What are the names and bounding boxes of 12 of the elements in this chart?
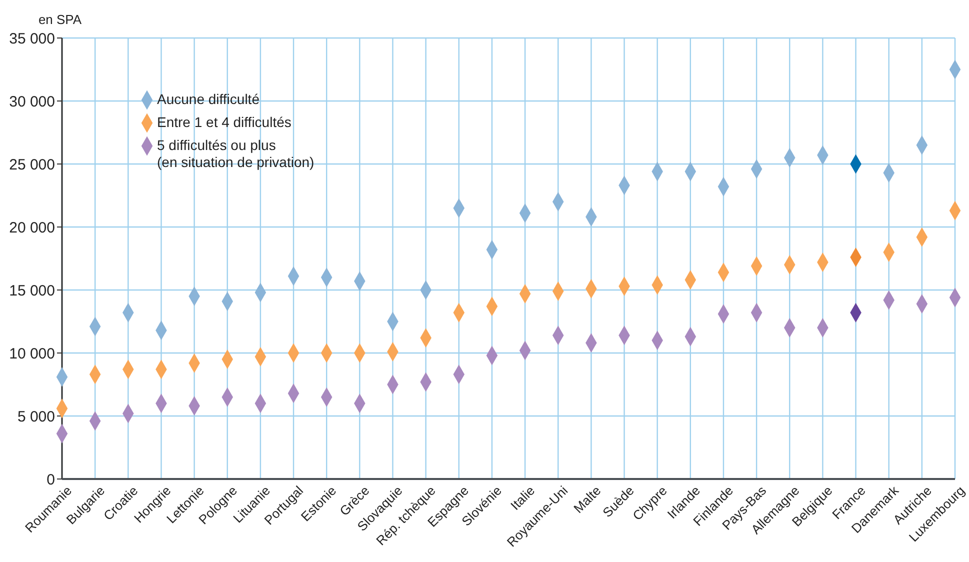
y-tick-label: 35 000 <box>9 30 55 48</box>
legend-label: 5 difficultés ou plus (en situation de privation) <box>157 137 314 170</box>
y-tick-label: 20 000 <box>9 219 55 236</box>
y-tick-label: 15 000 <box>9 282 55 300</box>
y-axis-title: en SPA <box>38 12 82 27</box>
y-tick-label: 25 000 <box>9 156 55 174</box>
y-tick-label: 5 000 <box>17 408 55 426</box>
y-tick-label: 30 000 <box>9 93 55 110</box>
legend-label: Entre 1 et 4 difficultés <box>157 114 292 130</box>
y-tick-label: 0 <box>46 471 55 488</box>
y-tick-label: 10 000 <box>9 345 55 362</box>
legend-label: Aucune difficulté <box>157 91 260 107</box>
